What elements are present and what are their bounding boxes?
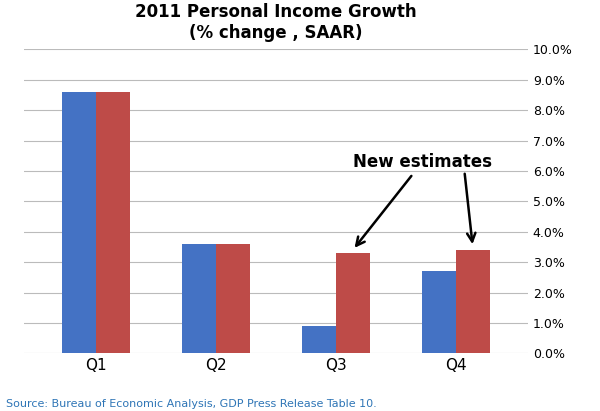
Text: Source: Bureau of Economic Analysis, GDP Press Release Table 10.: Source: Bureau of Economic Analysis, GDP… — [6, 399, 377, 409]
Bar — [216, 244, 250, 353]
Bar — [62, 92, 96, 353]
Bar — [336, 253, 370, 353]
Bar — [302, 326, 336, 353]
Title: 2011 Personal Income Growth
(% change , SAAR): 2011 Personal Income Growth (% change , … — [135, 3, 417, 42]
Bar — [96, 92, 130, 353]
Text: New estimates: New estimates — [353, 153, 492, 246]
Bar — [422, 271, 456, 353]
Bar — [456, 250, 490, 353]
Bar — [182, 244, 216, 353]
